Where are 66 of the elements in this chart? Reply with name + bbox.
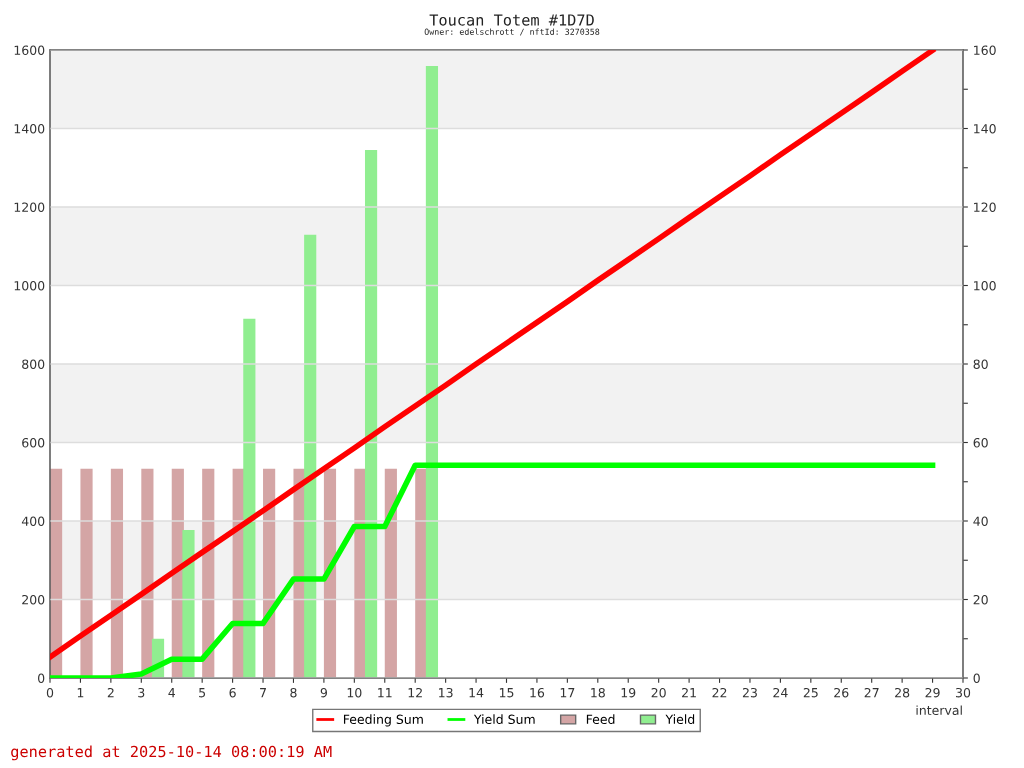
y2-tick-label: 140 xyxy=(974,123,996,134)
bar xyxy=(110,468,124,678)
bar xyxy=(80,468,93,678)
x-tick-label: 1 xyxy=(77,688,84,698)
legend-label: Feed xyxy=(586,714,615,725)
x-tick-label: 19 xyxy=(621,687,636,698)
y2-tick-label: 120 xyxy=(974,202,996,212)
y2-tick-label: 80 xyxy=(973,359,988,369)
y-tick-label: 1600 xyxy=(14,45,45,55)
bar xyxy=(425,66,439,678)
bar xyxy=(364,150,378,678)
x-tick-label: 7 xyxy=(260,688,266,698)
x-tick-label: 21 xyxy=(682,687,696,698)
chart-subtitle: Owner: edelschrott / nftId: 3270358 xyxy=(424,28,600,36)
x-tick-label: 6 xyxy=(229,687,236,698)
text: generated at 2025-10-14 08:00:19 AM xyxy=(11,745,332,761)
x-tick-label: 5 xyxy=(199,688,206,698)
x-tick-label: 4 xyxy=(168,688,176,698)
y2-tick-label: 40 xyxy=(973,516,988,526)
legend-label: Feeding Sum xyxy=(343,714,423,727)
y2-tick-label: 60 xyxy=(973,437,988,448)
legend-label: Yield xyxy=(665,714,695,725)
bar xyxy=(182,530,195,678)
x-tick-label: 11 xyxy=(378,688,392,698)
x-tick-label: 15 xyxy=(499,688,514,698)
x-tick-label: 0 xyxy=(46,687,54,698)
bar xyxy=(323,468,337,678)
x-tick-label: 10 xyxy=(347,687,362,698)
x-tick-label: 18 xyxy=(591,687,605,698)
x-tick-label: 22 xyxy=(712,687,727,698)
y-tick-label: 200 xyxy=(22,594,45,605)
y-tick-label: 1200 xyxy=(14,202,45,212)
y-tick-label: 1400 xyxy=(14,123,45,134)
x-tick-label: 12 xyxy=(408,687,422,698)
bar xyxy=(384,468,397,678)
bar xyxy=(243,318,256,678)
x-tick-label: 27 xyxy=(864,687,879,698)
y-tick-label: 1000 xyxy=(14,280,45,291)
x-axis-title: interval xyxy=(916,705,962,716)
x-tick-label: 25 xyxy=(803,687,818,698)
x-tick-label: 29 xyxy=(925,687,940,698)
x-tick-label: 23 xyxy=(742,687,757,698)
x-tick-label: 30 xyxy=(956,687,971,698)
chart-title: Toucan Totem #1D7D xyxy=(429,14,594,26)
x-tick-label: 17 xyxy=(560,688,575,698)
x-tick-label: 9 xyxy=(320,687,327,698)
x-tick-label: 8 xyxy=(290,687,297,698)
x-tick-label: 13 xyxy=(439,687,453,698)
y-tick-label: 0 xyxy=(38,673,45,683)
y2-tick-label: 100 xyxy=(974,280,996,291)
x-tick-label: 28 xyxy=(895,687,910,698)
y2-tick-label: 0 xyxy=(973,673,980,683)
x-tick-label: 14 xyxy=(469,688,484,698)
bar xyxy=(304,234,317,678)
y-tick-label: 800 xyxy=(22,359,45,369)
x-tick-label: 24 xyxy=(773,687,788,698)
x-tick-label: 3 xyxy=(138,687,145,698)
y-tick-label: 600 xyxy=(22,437,45,448)
x-tick-label: 20 xyxy=(651,687,666,698)
y2-tick-label: 20 xyxy=(973,594,988,605)
x-tick-label: 16 xyxy=(530,687,545,698)
legend-label: Yield Sum xyxy=(473,714,535,725)
x-tick-label: 26 xyxy=(834,687,849,698)
y-tick-label: 400 xyxy=(21,516,45,526)
x-tick-label: 2 xyxy=(107,687,114,698)
y2-tick-label: 160 xyxy=(974,45,996,55)
